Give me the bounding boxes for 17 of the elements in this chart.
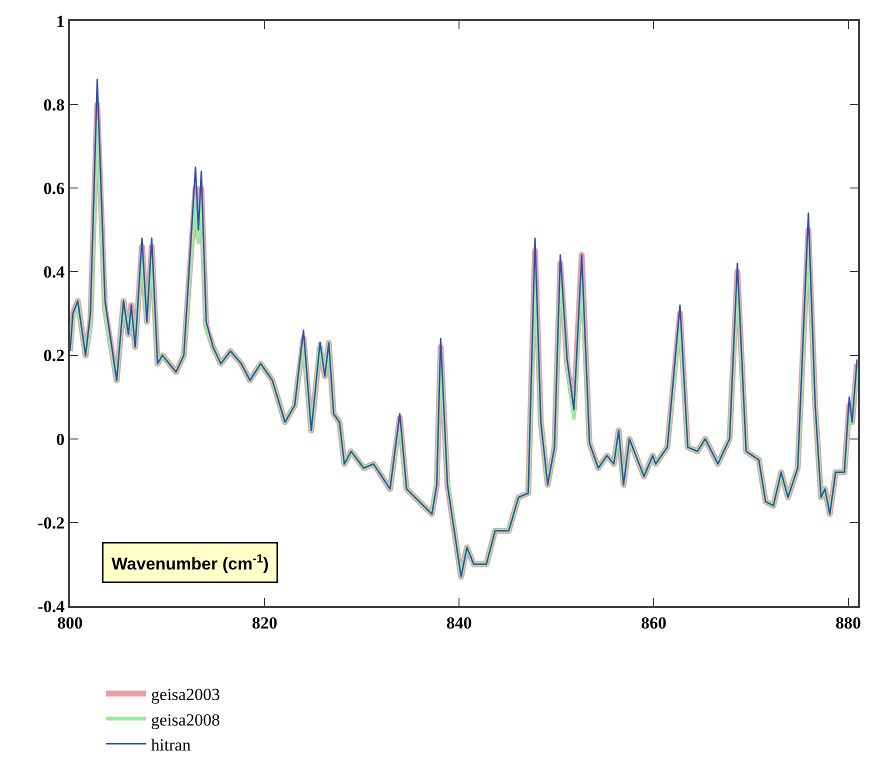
y-tick-label: 0.8 xyxy=(43,96,65,115)
x-tick-label: 840 xyxy=(446,613,472,632)
y-tick-label: -0.4 xyxy=(38,596,66,616)
legend-label: geisa2003 xyxy=(151,685,220,704)
x-tick-label: 800 xyxy=(57,613,83,632)
y-tick-label: 0.2 xyxy=(43,346,65,366)
x-tick-label: 820 xyxy=(252,613,278,632)
x-tick-label: 880 xyxy=(836,613,862,632)
y-tick-label: 1 xyxy=(56,12,65,31)
y-tick-label: 0.6 xyxy=(43,179,65,198)
legend-label: hitran xyxy=(151,735,192,754)
x-tick-label: 860 xyxy=(640,613,666,632)
y-tick-label: 0 xyxy=(56,430,65,449)
y-tick-label: -0.2 xyxy=(38,513,65,532)
y-tick-label: 0.4 xyxy=(43,262,66,282)
legend-label: geisa2008 xyxy=(151,710,220,730)
x-axis-title: Wavenumber (cm$^{-1}$) xyxy=(112,552,269,574)
